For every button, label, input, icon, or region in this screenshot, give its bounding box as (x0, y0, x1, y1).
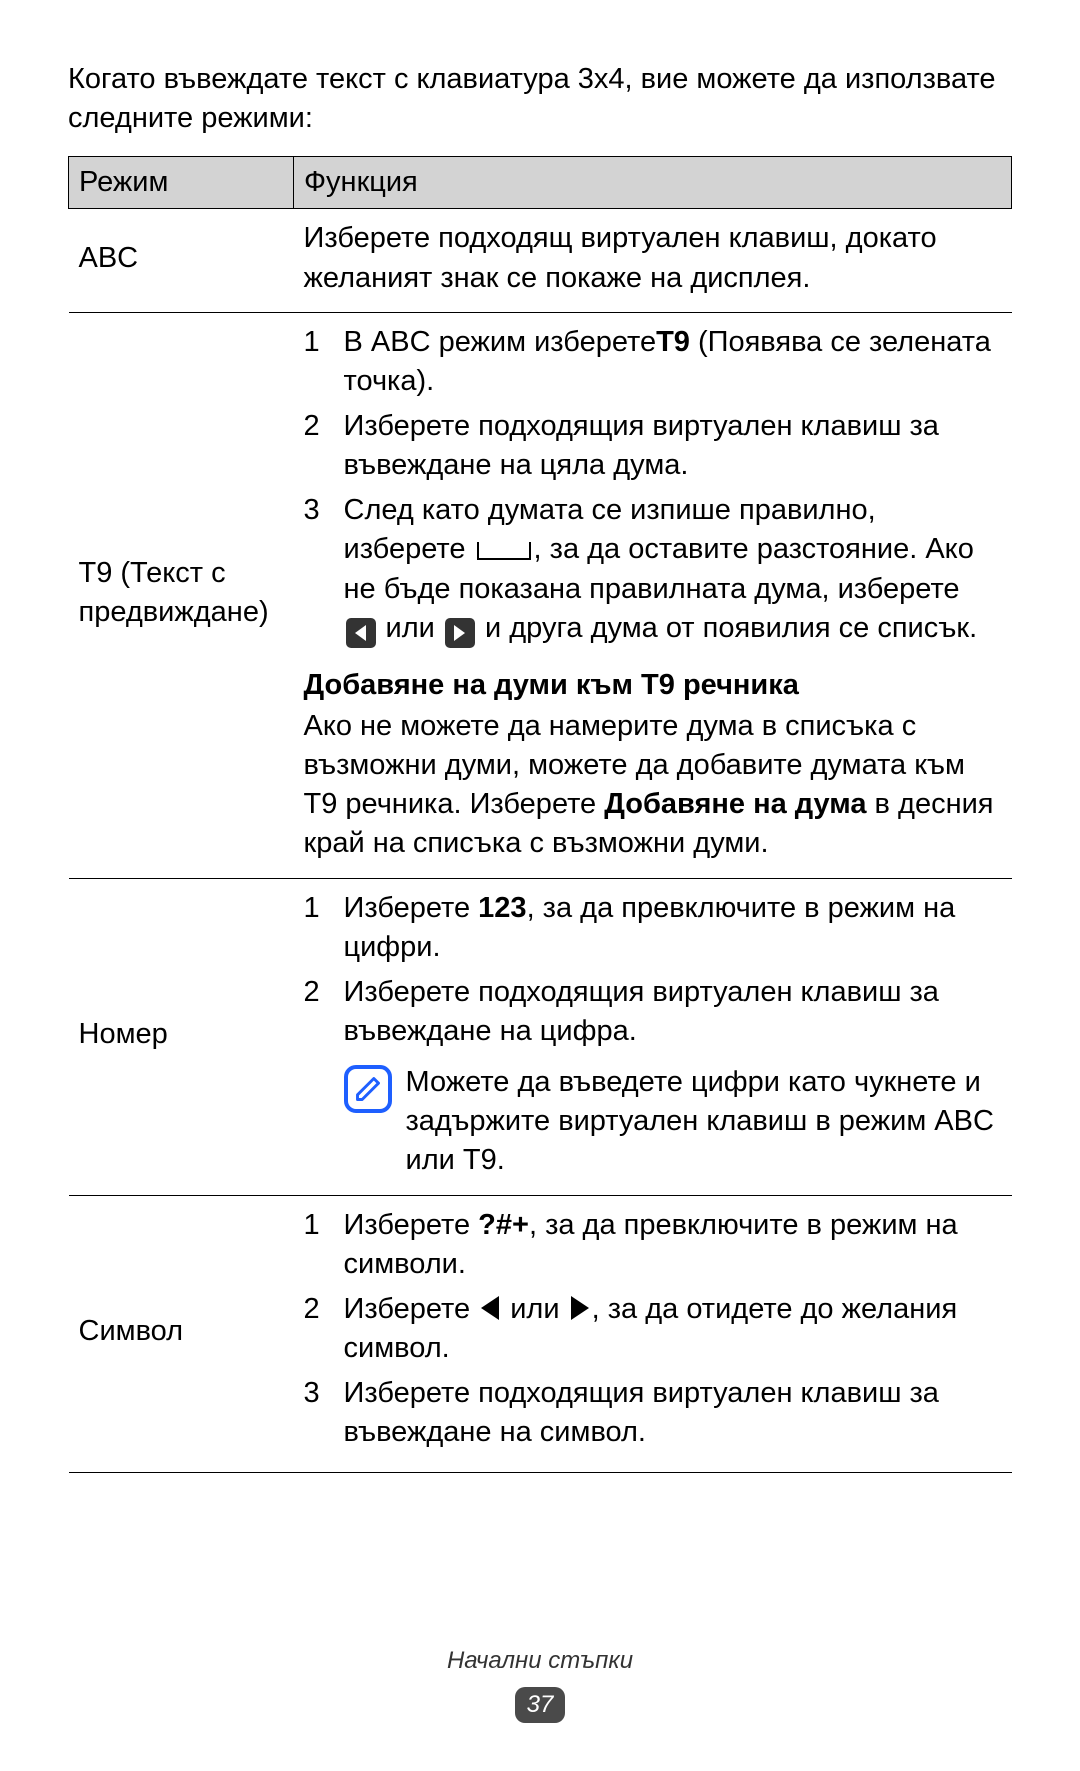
mode-t9-label: T9 (Текст с предвиждане) (69, 312, 294, 878)
table-row: Символ Изберете ?#+, за да превключите в… (69, 1195, 1012, 1473)
t9-subheading: Добавяне на думи към T9 речника (304, 666, 1002, 705)
table-row: Номер Изберете 123, за да превключите в … (69, 878, 1012, 1195)
page-number: 37 (515, 1687, 566, 1723)
mode-num-label: Номер (69, 878, 294, 1195)
page-footer: Начални стъпки 37 (0, 1645, 1080, 1723)
mode-abc-desc: Изберете подходящ виртуален клавиш, дока… (294, 209, 1012, 312)
header-mode: Режим (69, 157, 294, 209)
page-content: Когато въвеждате текст с клавиатура 3x4,… (0, 0, 1080, 1473)
note-icon (344, 1065, 392, 1113)
list-item: Изберете ?#+, за да превключите в режим … (304, 1206, 1002, 1284)
list-item: След като думата се изпише правилно, изб… (304, 491, 1002, 648)
intro-text: Когато въвеждате текст с клавиатура 3x4,… (68, 60, 1012, 138)
mode-t9-desc: В ABC режим изберетеT9 (Появява се зелен… (294, 312, 1012, 878)
mode-sym-label: Символ (69, 1195, 294, 1473)
note-text: Можете да въведете цифри като чукнете и … (406, 1063, 1002, 1180)
triangle-left-icon (481, 1296, 499, 1320)
note-block: Можете да въведете цифри като чукнете и … (304, 1063, 1002, 1180)
mode-sym-desc: Изберете ?#+, за да превключите в режим … (294, 1195, 1012, 1473)
nav-right-icon (445, 618, 475, 648)
modes-table: Режим Функция ABC Изберете подходящ вирт… (68, 156, 1012, 1473)
list-item: Изберете или , за да отидете до желания … (304, 1290, 1002, 1368)
mode-num-desc: Изберете 123, за да превключите в режим … (294, 878, 1012, 1195)
table-row: ABC Изберете подходящ виртуален клавиш, … (69, 209, 1012, 312)
footer-section: Начални стъпки (0, 1645, 1080, 1677)
nav-left-icon (346, 618, 376, 648)
mode-abc-label: ABC (69, 209, 294, 312)
table-row: T9 (Текст с предвиждане) В ABC режим изб… (69, 312, 1012, 878)
header-func: Функция (294, 157, 1012, 209)
t9-subtext: Ако не можете да намерите дума в списъка… (304, 707, 1002, 864)
list-item: Изберете подходящия виртуален клавиш за … (304, 973, 1002, 1051)
space-key-icon (477, 542, 531, 560)
list-item: В ABC режим изберетеT9 (Появява се зелен… (304, 323, 1002, 401)
list-item: Изберете 123, за да превключите в режим … (304, 889, 1002, 967)
list-item: Изберете подходящия виртуален клавиш за … (304, 1374, 1002, 1452)
triangle-right-icon (571, 1296, 589, 1320)
list-item: Изберете подходящия виртуален клавиш за … (304, 407, 1002, 485)
